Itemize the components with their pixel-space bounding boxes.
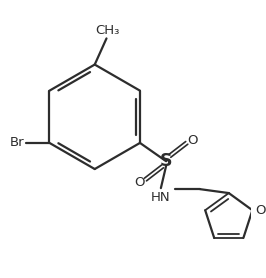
Text: Br: Br	[10, 136, 25, 149]
Text: CH₃: CH₃	[95, 24, 120, 37]
Text: O: O	[135, 176, 145, 188]
Text: O: O	[187, 134, 197, 147]
Text: HN: HN	[151, 191, 171, 204]
Text: O: O	[256, 204, 266, 217]
Text: S: S	[160, 152, 172, 170]
